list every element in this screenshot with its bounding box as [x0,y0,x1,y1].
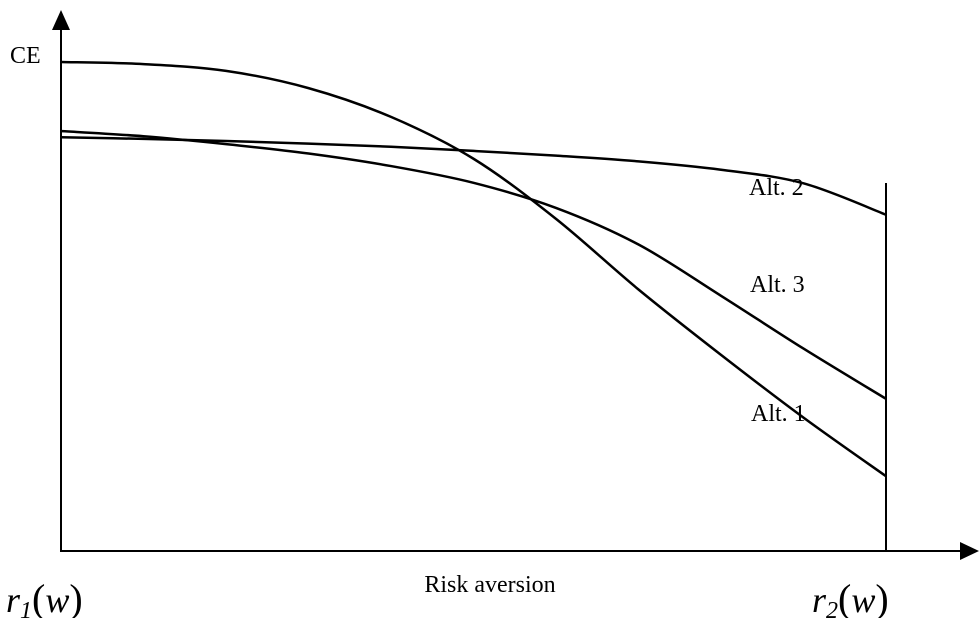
x-tick-end-symbol: r [812,580,827,618]
x-tick-start-symbol: r [6,580,21,618]
y-axis-arrow-icon [52,10,70,30]
x-tick-label-end: r2(w) [812,576,889,618]
x-tick-start-argument: w [45,580,69,618]
series-line-alt-3 [60,129,887,400]
series-label-alt-2: Alt. 2 [749,175,804,201]
series-label-alt-3: Alt. 3 [750,272,805,298]
x-tick-end-subscript: 2 [826,598,838,618]
series-line-alt-2 [60,136,887,216]
series-lines [60,60,887,478]
x-tick-end-close-paren: ) [875,576,888,618]
axes [52,10,979,560]
y-axis-title: CE [10,43,41,69]
x-tick-end-argument: w [851,580,875,618]
x-tick-start-subscript: 1 [20,598,32,618]
x-tick-start-open-paren: ( [32,576,45,618]
x-axis-title: Risk aversion [424,572,555,598]
x-tick-label-start: r1(w) [6,576,83,618]
x-tick-start-close-paren: ) [69,576,82,618]
x-axis-arrow-icon [960,542,979,560]
series-label-alt-1: Alt. 1 [751,401,806,427]
series-line-alt-1 [60,60,887,478]
x-tick-end-open-paren: ( [838,576,851,618]
